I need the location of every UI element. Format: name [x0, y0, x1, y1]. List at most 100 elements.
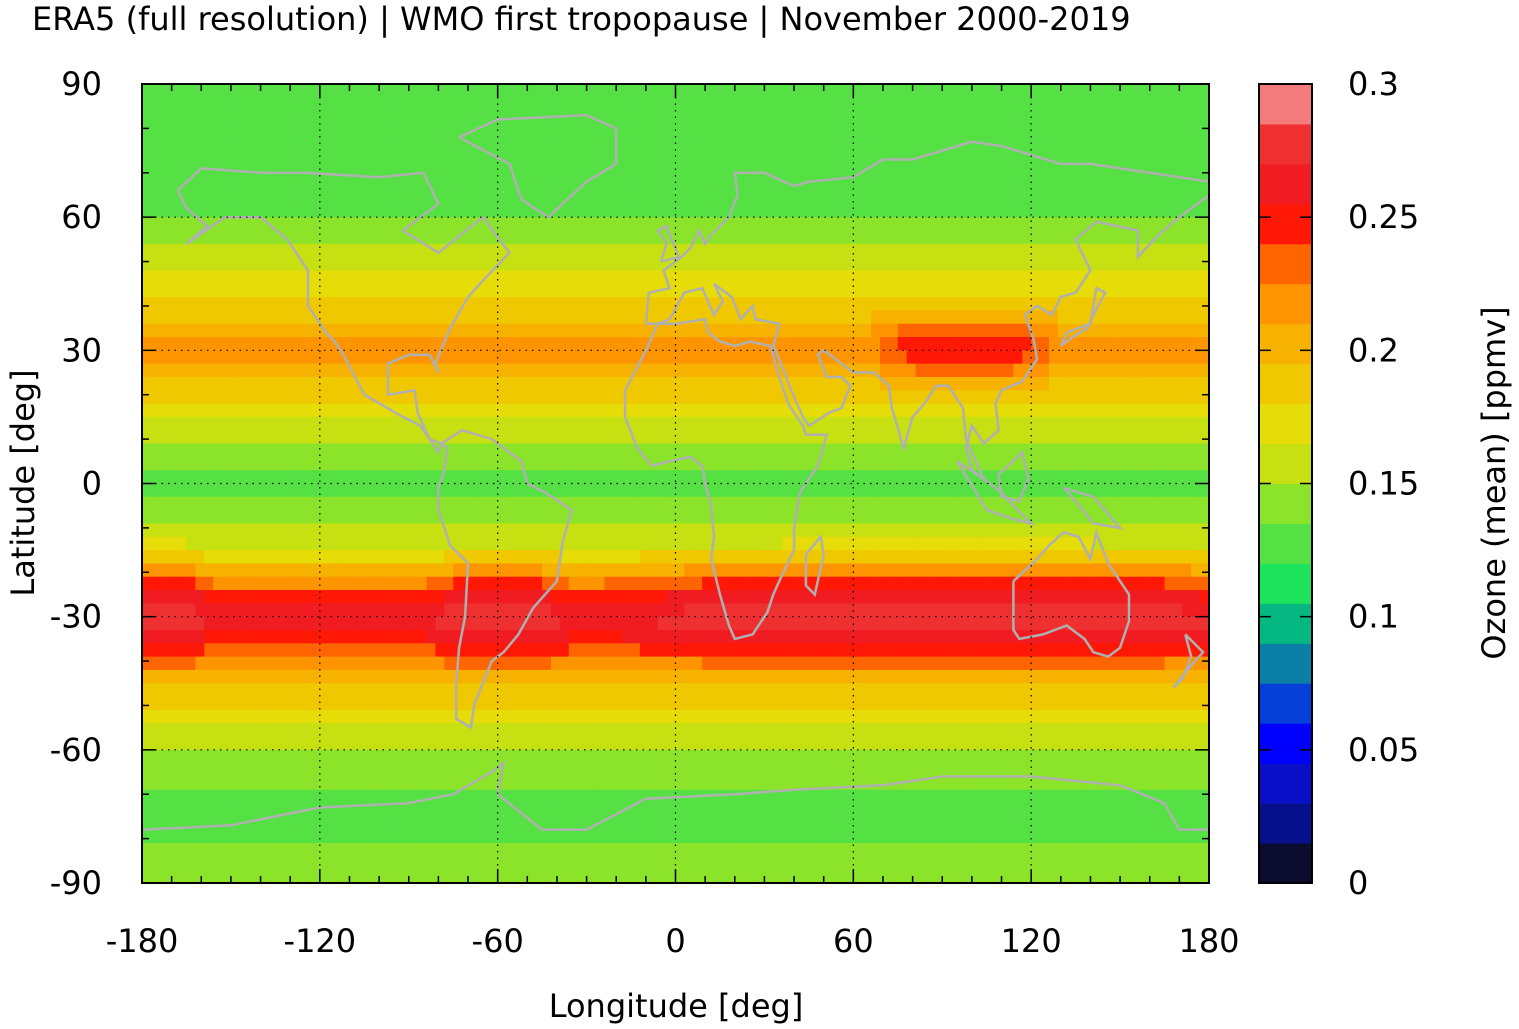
field-cell — [248, 363, 259, 378]
field-cell — [275, 443, 285, 458]
field-cell — [222, 496, 232, 511]
field-cell — [693, 496, 703, 511]
field-cell — [470, 310, 481, 325]
field-cell — [684, 416, 694, 431]
field-cell — [1102, 123, 1112, 138]
field-cell — [1057, 563, 1068, 578]
field-cell — [435, 190, 445, 205]
field-cell — [239, 323, 250, 338]
field-cell — [524, 376, 534, 391]
field-cell — [675, 217, 685, 232]
field-cell — [995, 337, 1006, 351]
field-cell — [497, 416, 508, 431]
field-cell — [1004, 177, 1014, 192]
field-cell — [728, 177, 739, 192]
field-cell — [702, 257, 712, 272]
field-cell — [275, 350, 285, 365]
field-cell — [559, 243, 570, 258]
field-cell — [1031, 217, 1041, 232]
field-cell — [346, 576, 356, 591]
field-cell — [1111, 603, 1121, 618]
field-cell — [470, 576, 481, 591]
field-cell — [1084, 363, 1095, 378]
field-cell — [390, 510, 401, 525]
field-cell — [1146, 536, 1157, 551]
field-cell — [488, 97, 499, 112]
field-cell — [844, 123, 854, 138]
field-cell — [755, 629, 766, 644]
field-cell — [888, 443, 899, 458]
field-cell — [257, 616, 268, 631]
field-cell — [639, 390, 650, 405]
field-cell — [470, 403, 481, 418]
field-cell — [302, 177, 312, 192]
field-cell — [168, 217, 179, 232]
field-cell — [204, 510, 214, 525]
field-cell — [568, 523, 579, 538]
field-cell — [1128, 376, 1139, 391]
field-cell — [666, 416, 677, 431]
field-cell — [364, 230, 374, 245]
field-cell — [284, 84, 294, 98]
field-cell — [791, 337, 801, 351]
field-cell — [613, 550, 623, 564]
field-cell — [293, 496, 303, 511]
field-cell — [195, 523, 205, 538]
field-cell — [568, 297, 579, 311]
field-cell — [453, 550, 463, 564]
field-cell — [559, 270, 570, 285]
field-cell — [1093, 590, 1103, 604]
field-cell — [524, 523, 534, 538]
field-cell — [568, 350, 579, 365]
field-cell — [995, 217, 1006, 232]
field-cell — [711, 177, 721, 192]
field-cell — [479, 390, 490, 405]
field-cell — [426, 430, 437, 445]
field-cell — [408, 310, 419, 325]
field-cell — [648, 376, 659, 391]
field-cell — [408, 616, 419, 631]
field-cell — [853, 350, 863, 365]
field-cell — [1031, 416, 1041, 431]
field-cell — [853, 323, 863, 338]
field-cell — [266, 270, 276, 285]
field-cell — [462, 243, 472, 258]
field-cell — [657, 523, 668, 538]
field-cell — [1031, 550, 1041, 564]
field-cell — [639, 576, 650, 591]
field-cell — [470, 297, 481, 311]
field-cell — [1031, 84, 1041, 98]
field-cell — [257, 350, 268, 365]
field-cell — [1013, 350, 1023, 365]
field-cell — [1102, 390, 1112, 405]
field-cell — [497, 376, 508, 391]
field-cell — [1048, 590, 1059, 604]
field-cell — [862, 403, 872, 418]
field-cell — [1066, 403, 1077, 418]
field-cell — [906, 550, 917, 564]
field-cell — [1084, 217, 1095, 232]
field-cell — [426, 510, 437, 525]
field-cell — [622, 496, 632, 511]
field-cell — [995, 456, 1006, 471]
field-cell — [444, 97, 454, 112]
field-cell — [551, 217, 561, 232]
field-cell — [142, 536, 152, 551]
field-cell — [310, 163, 321, 178]
field-cell — [746, 523, 757, 538]
field-cell — [142, 97, 152, 112]
field-cell — [791, 403, 801, 418]
field-cell — [302, 337, 312, 351]
field-cell — [862, 576, 872, 591]
field-cell — [1146, 430, 1157, 445]
field-cell — [346, 177, 356, 192]
field-cell — [604, 563, 614, 578]
field-cell — [604, 337, 614, 351]
field-cell — [1075, 536, 1086, 551]
field-cell — [417, 350, 428, 365]
field-cell — [177, 523, 188, 538]
field-cell — [168, 243, 179, 258]
field-cell — [168, 163, 179, 178]
field-cell — [168, 563, 179, 578]
field-cell — [568, 443, 579, 458]
